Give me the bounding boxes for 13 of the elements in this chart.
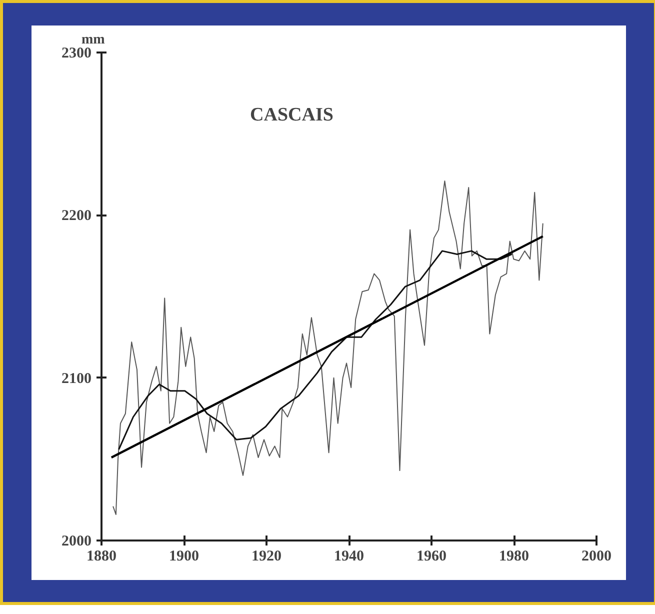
y-tick-label: 2300 [62,46,92,62]
text: CASCAIS [250,104,334,126]
x-tick-label: 1880 [86,548,116,564]
x-tick-label: 1960 [416,548,446,564]
y-axis-title: mm [82,32,106,48]
x-tick-label: 2000 [582,548,612,564]
y-tick-label: 2100 [62,370,92,387]
y-tick-label: 2200 [62,208,92,224]
x-tick-label: 1920 [252,548,282,564]
y-tick-label: 2000 [62,534,92,550]
x-tick-label: 1900 [169,548,199,564]
x-tick-label: 1940 [334,548,364,564]
x-tick-label: 1980 [499,548,529,564]
